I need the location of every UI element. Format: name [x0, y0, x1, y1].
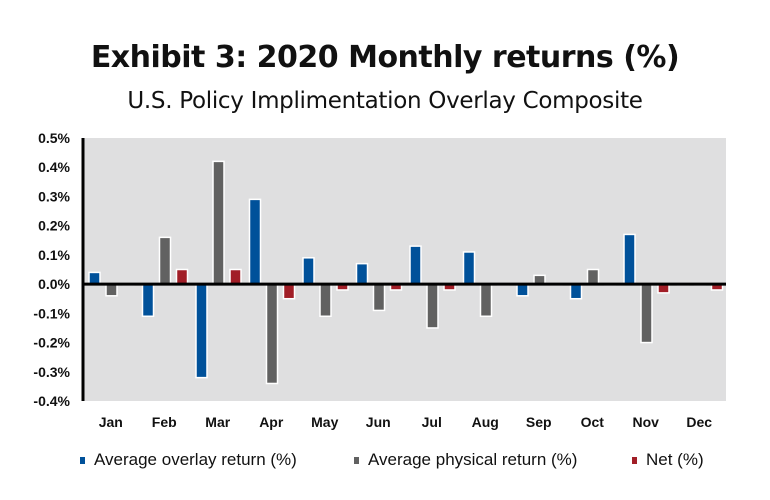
legend-swatch-net [632, 456, 637, 464]
physical-bar-nov [640, 283, 653, 344]
overlay-bar-may [302, 257, 315, 285]
physical-bar-aug [479, 283, 493, 318]
net-bar-apr [282, 283, 296, 300]
chart-title: Exhibit 3: 2020 Monthly returns (%) [90, 40, 680, 75]
x-tick-label: Jan [99, 414, 123, 430]
x-tick-label: May [311, 414, 338, 430]
y-tick-label: -0.4% [33, 393, 70, 409]
y-tick-label: -0.1% [33, 305, 70, 321]
y-axis-ticks: 0.5% 0.4% 0.3% 0.2% 0.1% 0.0% -0.1% -0.2% -0.3% -… [33, 130, 70, 409]
x-tick-label: Mar [205, 414, 230, 430]
physical-bar-apr [265, 283, 279, 385]
physical-bar-jun [372, 283, 386, 312]
net-bar-feb [175, 268, 189, 285]
x-axis-ticks: Jan Feb Mar Apr May Jun Jul Aug Sep Oct Nov Dec [99, 414, 713, 430]
legend-item-physical: Average physical return (%) [354, 450, 577, 470]
net-bar-mar [229, 268, 242, 285]
x-tick-label: Nov [633, 414, 660, 430]
legend-label-physical: Average physical return (%) [368, 450, 578, 469]
overlay-bar-feb [141, 283, 155, 318]
overlay-bar-apr [248, 198, 262, 285]
x-tick-label: Dec [686, 414, 712, 430]
overlay-bar-oct [569, 283, 583, 300]
legend-item-overlay: Average overlay return (%) [80, 450, 297, 470]
x-tick-label: Apr [259, 414, 284, 430]
legend-label-overlay: Average overlay return (%) [94, 450, 297, 469]
physical-bar-may [319, 283, 332, 318]
x-tick-label: Jun [366, 414, 391, 430]
y-tick-label: -0.2% [33, 335, 70, 351]
y-tick-label: 0.5% [38, 130, 70, 146]
x-tick-label: Aug [472, 414, 499, 430]
overlay-bar-jul [409, 245, 422, 285]
x-tick-label: Feb [152, 414, 177, 430]
overlay-bar-jun [355, 262, 369, 285]
x-tick-label: Sep [526, 414, 552, 430]
y-tick-label: 0.0% [38, 276, 70, 292]
overlay-bar-aug [462, 251, 476, 285]
bar-chart: 0.5% 0.4% 0.3% 0.2% 0.1% 0.0% -0.1% -0.2% -0.3% -… [33, 130, 726, 430]
x-tick-label: Jul [422, 414, 442, 430]
legend-swatch-physical [354, 456, 359, 464]
chart-subtitle: U.S. Policy Implimentation Overlay Compo… [127, 88, 643, 114]
physical-bar-jan [105, 283, 118, 297]
physical-bar-feb [158, 236, 172, 285]
y-tick-label: 0.2% [38, 218, 70, 234]
y-tick-label: 0.4% [38, 159, 70, 175]
overlay-bar-nov [623, 233, 636, 285]
y-tick-label: 0.3% [38, 188, 70, 204]
physical-bar-jul [426, 283, 439, 329]
physical-bar-mar [212, 160, 225, 285]
legend: Average overlay return (%) Average physi… [0, 450, 770, 474]
overlay-bar-sep [516, 283, 529, 297]
overlay-bar-mar [195, 283, 208, 379]
physical-bar-oct [586, 268, 600, 285]
legend-label-net: Net (%) [646, 450, 704, 469]
overlay-bar-jan [88, 271, 101, 285]
y-tick-label: 0.1% [38, 247, 70, 263]
legend-swatch-overlay [80, 456, 85, 464]
y-tick-label: -0.3% [33, 364, 70, 380]
legend-item-net: Net (%) [632, 450, 704, 470]
plot-background [84, 138, 726, 401]
x-tick-label: Oct [581, 414, 605, 430]
